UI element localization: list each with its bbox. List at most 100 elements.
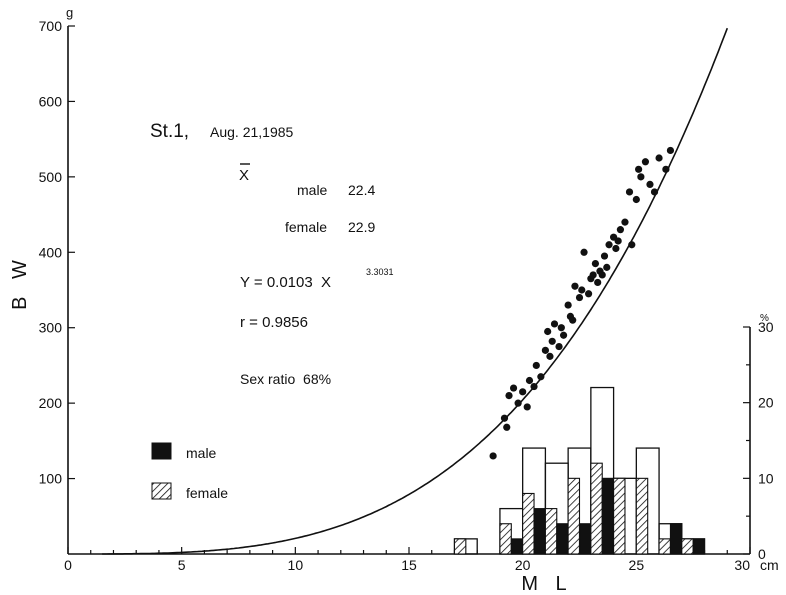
scatter-point (503, 423, 511, 431)
x-unit-label: cm (760, 557, 779, 573)
hist-bar-male (692, 538, 706, 555)
hist-bar-female (544, 508, 558, 555)
y2-tick-label: 30 (758, 319, 774, 335)
scatter-point (571, 282, 579, 290)
legend: male female (151, 442, 228, 501)
scatter-point (537, 373, 545, 381)
scatter-point (612, 244, 620, 253)
scatter-point (519, 388, 527, 396)
scatter-point (544, 327, 552, 336)
legend-swatch-female (151, 482, 172, 500)
x-tick-label: 15 (401, 557, 417, 573)
hist-bar-female (499, 523, 512, 555)
male-mean-value: 22.4 (348, 182, 375, 198)
scatter-point (646, 180, 654, 188)
regression-exponent: 3.3031 (366, 267, 394, 277)
scatter-point (569, 316, 577, 324)
scatter-point (584, 290, 593, 298)
x-tick-label: 25 (629, 557, 645, 573)
x-axis-title: M L (521, 573, 572, 595)
hist-bar-female (522, 492, 535, 555)
hist-bar-female (613, 477, 626, 555)
scatter-point (530, 382, 538, 391)
y2-tick-label: 0 (758, 546, 766, 562)
hist-bar-male (510, 538, 524, 555)
hist-bar-female (658, 538, 671, 555)
scatter-point (525, 376, 534, 385)
hist-bar-female (567, 477, 581, 555)
scatter-point (575, 293, 584, 302)
scatter-point (564, 301, 572, 309)
female-mean-value: 22.9 (348, 219, 375, 235)
hist-bar-female (453, 538, 467, 555)
hist-bar-female (681, 538, 694, 555)
hist-bar-male (556, 523, 569, 555)
hist-bar-female (590, 462, 603, 555)
scatter-point (589, 271, 597, 279)
y2-tick-label: 10 (758, 470, 774, 486)
scatter-point (600, 252, 609, 260)
scatter-point (505, 392, 513, 400)
y-tick-label: 100 (39, 471, 63, 487)
stats-block: X male 22.4 female 22.9 Y = 0.0103 X 3.3… (239, 163, 394, 387)
scatter-point (662, 165, 670, 173)
scatter-point (546, 352, 554, 360)
x-tick-label: 10 (288, 557, 304, 573)
regression-curve (102, 27, 729, 555)
scatter-point (559, 331, 568, 339)
x-tick-label: 5 (178, 557, 186, 573)
scatter-point (514, 399, 522, 407)
y-ticks: 100 200 300 400 500 600 700 (39, 18, 75, 487)
y-tick-label: 600 (39, 93, 63, 109)
scatter-point (614, 237, 622, 245)
scatter-point (548, 337, 556, 345)
scatter-point (523, 403, 531, 411)
scatter-point (616, 226, 625, 234)
correlation-coefficient: r = 0.9856 (240, 314, 308, 331)
y-axis-title: B W (9, 254, 31, 310)
scatter-point (666, 146, 675, 155)
y-tick-label: 400 (39, 244, 63, 260)
hist-bar-female (635, 477, 649, 555)
hist-bar-male (578, 523, 592, 555)
scatter-point (532, 361, 540, 370)
histogram (453, 386, 706, 555)
y-tick-label: 300 (39, 320, 63, 336)
y2-unit-label: % (760, 313, 769, 324)
scatter-point (500, 414, 509, 422)
hist-bar-male (601, 477, 615, 555)
x-tick-label: 20 (515, 557, 531, 573)
scatter-point (603, 263, 611, 271)
scatter-points (489, 146, 675, 460)
y-tick-label: 700 (39, 18, 63, 34)
y2-tick-label: 20 (758, 395, 774, 411)
hist-bar-male (533, 508, 546, 555)
male-mean-label: male (297, 182, 328, 198)
x-tick-label: 0 (64, 557, 72, 573)
scatter-point (541, 346, 550, 354)
chart-title: St.1, (150, 121, 189, 142)
scatter-point (628, 241, 636, 249)
hist-bar-male (669, 523, 683, 555)
scatter-point (598, 271, 606, 279)
legend-label-male: male (186, 445, 217, 461)
scatter-point (555, 342, 563, 351)
scatter-point (621, 218, 629, 226)
chart-date: Aug. 21,1985 (210, 124, 294, 140)
axes (67, 26, 751, 555)
scatter-point (557, 324, 565, 332)
scatter-point (625, 188, 634, 196)
female-mean-label: female (285, 219, 327, 235)
sex-ratio: Sex ratio 68% (240, 371, 331, 387)
scatter-point (591, 260, 600, 268)
scatter-point (632, 195, 640, 204)
mean-symbol: X (239, 167, 249, 184)
y-unit-label: g (66, 5, 73, 20)
scatter-point (641, 158, 650, 166)
scatter-point (637, 173, 645, 181)
scatter-point (605, 241, 613, 249)
scatter-point (509, 384, 518, 392)
scatter-point (655, 154, 663, 162)
scatter-point (580, 248, 588, 256)
